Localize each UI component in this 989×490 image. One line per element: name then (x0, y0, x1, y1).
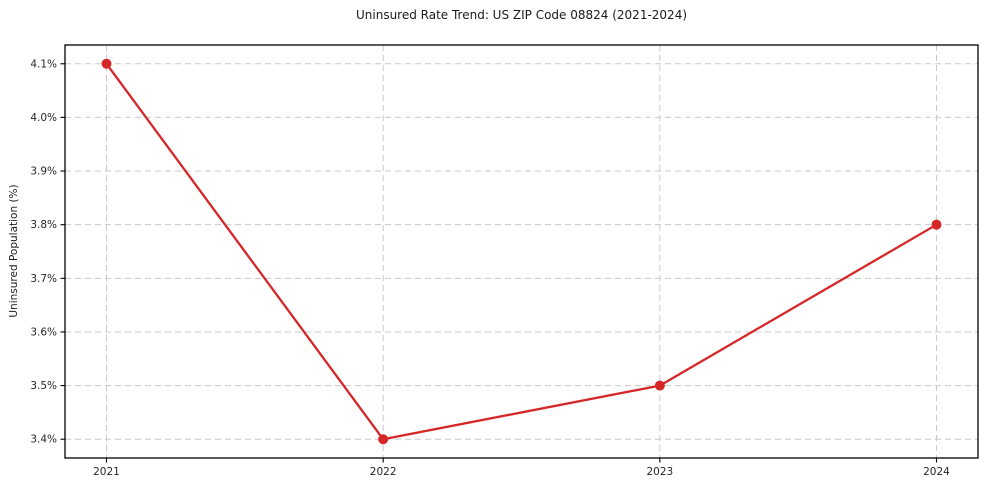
x-tick-label: 2023 (646, 466, 673, 478)
y-tick-label: 4.0% (30, 112, 57, 124)
y-tick-label: 3.8% (30, 219, 57, 231)
x-tick-label: 2022 (370, 466, 397, 478)
y-tick-label: 3.7% (30, 273, 57, 285)
data-point-marker (378, 434, 389, 445)
data-point-marker (654, 380, 665, 391)
y-tick-label: 3.5% (30, 380, 57, 392)
x-tick-label: 2024 (923, 466, 950, 478)
y-tick-label: 4.1% (30, 58, 57, 70)
chart-title: Uninsured Rate Trend: US ZIP Code 08824 … (355, 8, 688, 22)
y-tick-label: 3.4% (30, 434, 57, 446)
y-tick-label: 3.9% (30, 166, 57, 178)
plot-border (64, 44, 979, 459)
y-tick-label: 3.6% (30, 326, 57, 338)
x-tick-label: 2021 (93, 466, 120, 478)
data-point-marker (931, 219, 942, 230)
data-point-marker (101, 58, 112, 69)
trend-line (105, 62, 938, 441)
